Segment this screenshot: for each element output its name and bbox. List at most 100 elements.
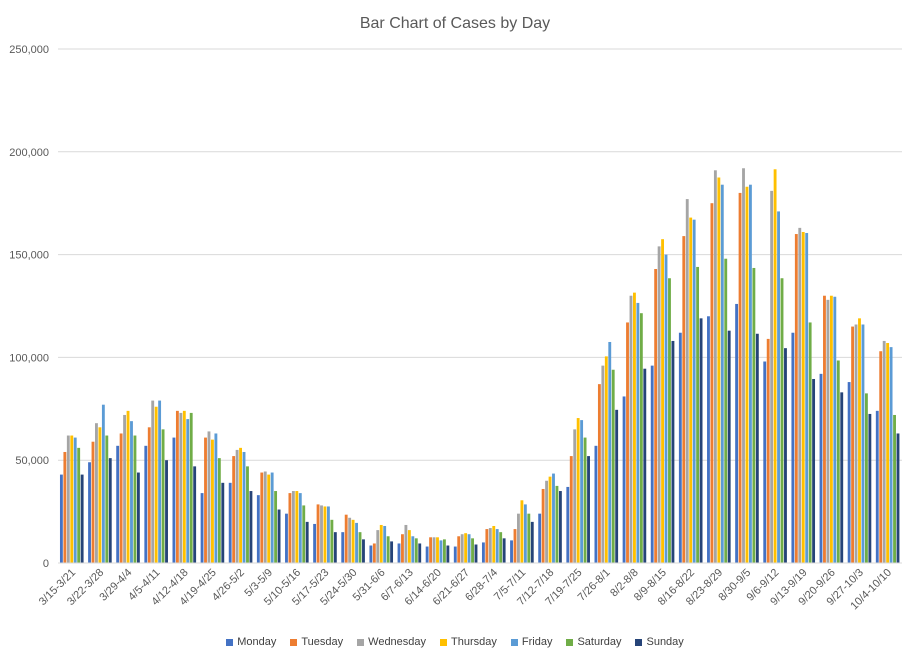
bar-tuesday [204, 437, 207, 563]
bar-monday [707, 316, 710, 563]
bar-monday [369, 545, 373, 563]
bar-thursday [689, 217, 693, 563]
bar-sunday [840, 392, 844, 563]
bar-wednesday [854, 324, 858, 563]
legend-swatch [290, 638, 298, 646]
bar-tuesday [344, 514, 348, 563]
bar-monday [88, 462, 91, 563]
legend-label: Monday [237, 636, 277, 648]
bar-saturday [780, 278, 784, 563]
bar-friday [467, 534, 471, 563]
bar-tuesday [429, 537, 433, 563]
bar-sunday [305, 521, 309, 563]
bar-thursday [295, 491, 299, 563]
bar-friday [861, 324, 865, 563]
bar-monday [735, 303, 739, 563]
bar-saturday [105, 435, 109, 563]
bar-thursday [829, 295, 833, 563]
bar-wednesday [713, 170, 717, 564]
bar-wednesday [488, 528, 492, 563]
bar-monday [875, 410, 879, 563]
bar-sunday [755, 333, 759, 563]
bar-sunday [136, 472, 140, 563]
chart-legend: Monday Tuesday Wednesday Thursday Friday Satu… [0, 633, 910, 651]
bar-monday [116, 445, 120, 563]
bar-saturday [189, 412, 193, 563]
bar-monday [510, 540, 513, 563]
bar-wednesday [770, 190, 774, 564]
bar-thursday [211, 439, 214, 563]
legend-label: Wednesday [368, 636, 427, 648]
bar-thursday [548, 476, 552, 563]
gridlines [58, 48, 902, 461]
bar-saturday [893, 414, 896, 563]
bar-thursday [464, 533, 468, 563]
bar-monday [481, 542, 485, 563]
bar-thursday [773, 169, 777, 563]
bar-sunday [390, 541, 394, 563]
bar-wednesday [263, 471, 267, 563]
bar-thursday [154, 406, 158, 563]
bar-monday [622, 396, 626, 563]
bar-sunday [249, 491, 253, 563]
bar-monday [256, 495, 260, 563]
bar-thursday [661, 239, 664, 563]
legend-swatch [566, 638, 574, 646]
bar-friday [777, 211, 780, 564]
legend-swatch [440, 638, 448, 646]
bar-friday [552, 473, 555, 563]
bar-thursday [717, 177, 721, 563]
legend-item-friday: Friday [510, 636, 552, 648]
bar-monday [425, 546, 429, 563]
bar-monday [453, 546, 457, 563]
bar-saturday [274, 491, 278, 563]
bar-monday [763, 361, 767, 563]
bar-tuesday [260, 472, 264, 563]
bar-saturday [864, 393, 868, 563]
bar-thursday [379, 524, 383, 563]
bar-tuesday [119, 433, 123, 563]
bar-friday [889, 347, 893, 563]
bar-friday [326, 506, 330, 563]
bar-tuesday [569, 456, 573, 563]
bar-wednesday [376, 530, 380, 563]
bar-tuesday [288, 493, 292, 563]
legend-swatch [226, 638, 234, 646]
legend-label: Thursday [451, 636, 497, 648]
bar-friday [608, 341, 612, 563]
bar-saturday [133, 435, 137, 563]
bar-thursday [801, 231, 805, 564]
bar-saturday [696, 266, 700, 563]
bar-wednesday [517, 513, 520, 563]
bar-tuesday [91, 441, 95, 563]
bar-monday [819, 373, 823, 563]
bar-wednesday [123, 414, 127, 563]
bar-sunday [362, 539, 365, 563]
bar-tuesday [766, 338, 770, 563]
bar-thursday [745, 186, 749, 563]
bar-sunday [643, 368, 647, 563]
bar-saturday [358, 532, 362, 563]
bar-monday [847, 382, 851, 563]
bar-saturday [808, 322, 812, 563]
bar-monday [791, 332, 795, 563]
bar-wednesday [882, 340, 886, 563]
bar-sunday [558, 491, 562, 563]
bar-tuesday [372, 543, 376, 563]
legend-item-thursday: Thursday [440, 636, 497, 648]
y-tick-label: 100,000 [9, 352, 49, 364]
bar-monday [285, 513, 288, 563]
bar-thursday [323, 506, 327, 563]
legend-item-saturday: Saturday [566, 636, 621, 648]
bar-tuesday [682, 236, 686, 563]
legend-label: Tuesday [301, 636, 344, 648]
bar-saturday [471, 538, 474, 563]
bar-sunday [80, 474, 84, 563]
bar-saturday [161, 429, 165, 563]
bar-sunday [333, 532, 337, 563]
bar-sunday [502, 538, 506, 563]
bar-friday [580, 420, 584, 563]
bar-wednesday [320, 505, 323, 563]
bar-tuesday [175, 410, 179, 563]
bar-sunday [277, 509, 281, 563]
